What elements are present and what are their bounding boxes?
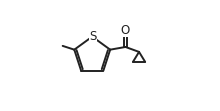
Text: O: O — [121, 24, 130, 37]
Text: S: S — [89, 30, 97, 43]
